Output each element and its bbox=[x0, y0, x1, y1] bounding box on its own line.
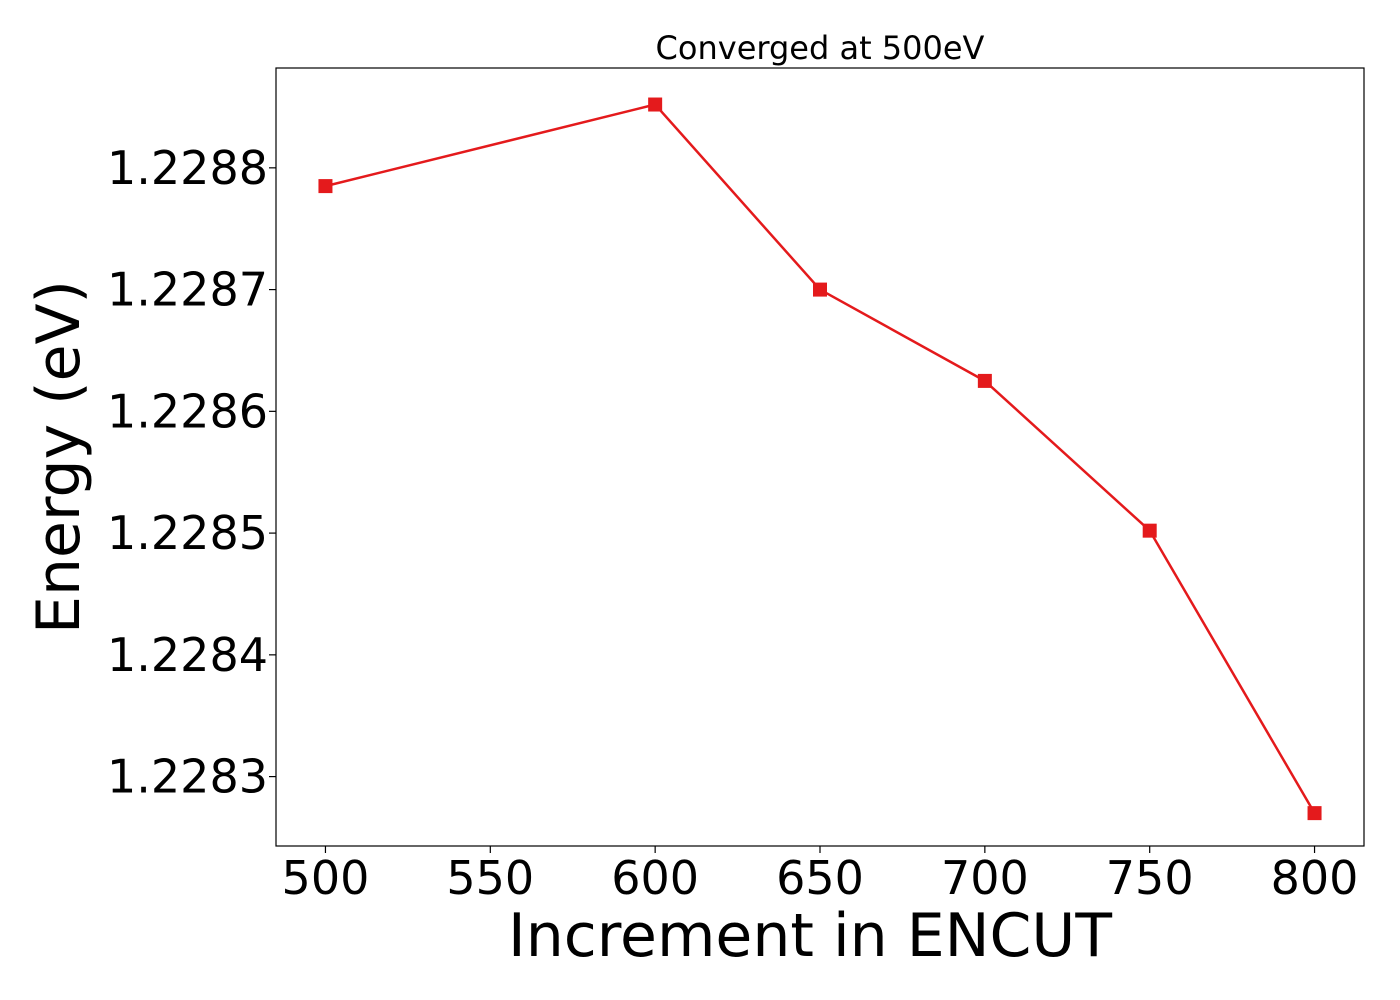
data-point bbox=[1142, 523, 1157, 538]
series-layer bbox=[318, 97, 1322, 821]
y-axis-label: Energy (eV) bbox=[24, 280, 94, 634]
plot-frame bbox=[275, 67, 1365, 847]
chart-title: Converged at 500eV bbox=[656, 29, 985, 67]
x-axis-ticks: 500 550 600 650 700 750 800 bbox=[282, 846, 1359, 905]
x-tick-label: 750 bbox=[1106, 851, 1194, 905]
data-point bbox=[318, 179, 333, 194]
data-point bbox=[648, 97, 663, 112]
series-line bbox=[325, 103, 1316, 814]
y-tick-label: 1.2283 bbox=[107, 750, 268, 804]
y-tick-label: 1.2288 bbox=[107, 141, 268, 195]
x-tick-label: 550 bbox=[446, 851, 534, 905]
y-axis-ticks: 1.2283 1.2284 1.2285 1.2286 1.2287 1.2288 bbox=[107, 141, 276, 804]
data-point bbox=[813, 282, 827, 297]
x-tick-label: 500 bbox=[282, 851, 370, 905]
x-tick-label: 800 bbox=[1271, 851, 1359, 905]
data-point bbox=[977, 373, 992, 388]
y-tick-label: 1.2284 bbox=[107, 628, 268, 682]
x-tick-label: 650 bbox=[776, 851, 864, 905]
x-tick-label: 700 bbox=[941, 851, 1029, 905]
y-tick-label: 1.2287 bbox=[107, 263, 268, 317]
x-axis-label: Increment in ENCUT bbox=[508, 901, 1112, 971]
data-point bbox=[1307, 806, 1322, 821]
y-tick-label: 1.2285 bbox=[107, 506, 268, 560]
x-tick-label: 600 bbox=[611, 851, 699, 905]
y-tick-label: 1.2286 bbox=[107, 384, 268, 438]
